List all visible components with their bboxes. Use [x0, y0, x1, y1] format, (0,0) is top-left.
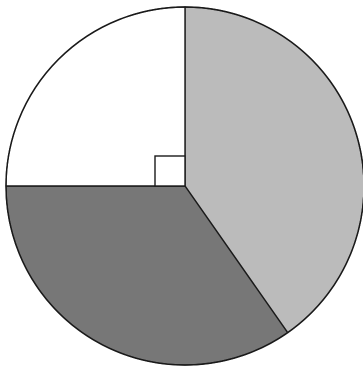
- pie-sectors: [5, 6, 363, 366]
- pie-outline: [5, 6, 363, 366]
- right-angle-marker: [154, 155, 186, 187]
